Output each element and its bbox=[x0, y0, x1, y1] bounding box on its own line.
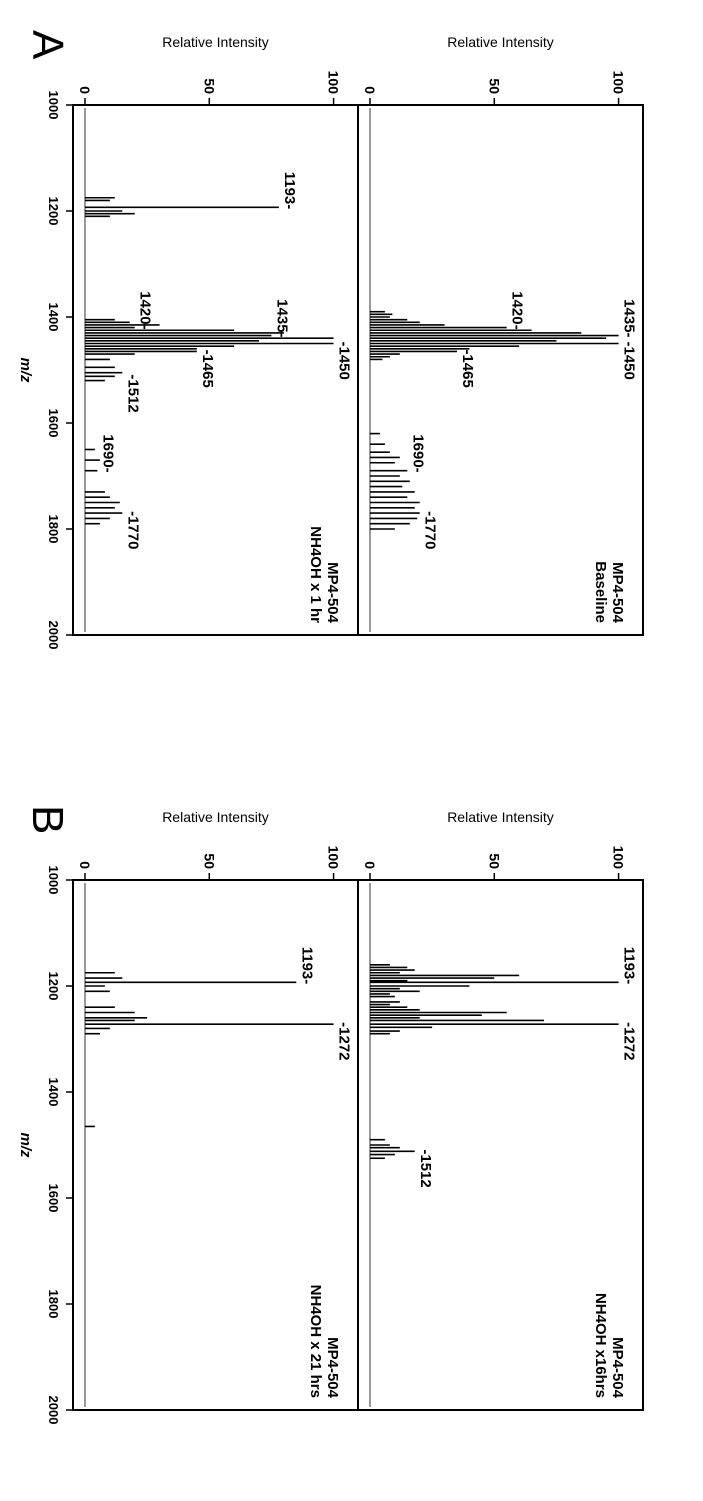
peak-annotation: -1272 bbox=[621, 1022, 638, 1060]
legend-line: MP4-504 bbox=[324, 562, 341, 624]
legend-line: MP4-504 bbox=[324, 1337, 341, 1399]
peak-annotation: -1450 bbox=[336, 342, 353, 380]
y-tick-label: 100 bbox=[611, 846, 627, 870]
x-tick-label: 1400 bbox=[46, 1078, 61, 1107]
y-tick-label: 100 bbox=[326, 846, 342, 870]
peak-annotation: -1770 bbox=[124, 511, 141, 549]
y-tick-label: 0 bbox=[77, 86, 93, 94]
x-tick-label: 2000 bbox=[46, 1396, 61, 1425]
y-axis-label: Relative Intensity bbox=[162, 34, 269, 50]
x-tick-label: 1000 bbox=[46, 866, 61, 895]
peak-annotation: -1465 bbox=[459, 349, 476, 387]
peak-annotation: 1690- bbox=[409, 434, 426, 472]
plot-a-bottom: 0 50 100 Relative Intensity 1000 1200 1400 1600… bbox=[17, 34, 359, 650]
peak-annotation: -1450 bbox=[621, 342, 638, 380]
peak-annotation: 1193- bbox=[621, 947, 638, 985]
x-tick-label: 1600 bbox=[46, 409, 61, 438]
legend-line: NH4OH x 1 hr bbox=[307, 526, 324, 623]
peak-annotation: -1770 bbox=[422, 511, 439, 549]
y-tick-label: 100 bbox=[326, 71, 342, 95]
peak-annotation: 1193- bbox=[298, 947, 315, 985]
panel-letter-a: A bbox=[23, 30, 72, 60]
peak-annotation: -1465 bbox=[199, 349, 216, 387]
y-axis-label: Relative Intensity bbox=[447, 809, 554, 825]
peak-annotation: 1193- bbox=[281, 172, 298, 210]
plot-frame bbox=[72, 104, 359, 636]
plot-b-bottom: 0 50 100 Relative Intensity 1000 1200 1400 1600… bbox=[17, 809, 359, 1425]
x-axis-label: m/z bbox=[17, 357, 34, 383]
y-tick-label: 50 bbox=[486, 78, 502, 94]
x-tick-label: 1800 bbox=[46, 515, 61, 544]
y-axis-label: Relative Intensity bbox=[162, 809, 269, 825]
x-tick-label: 1200 bbox=[46, 197, 61, 226]
y-tick-label: 100 bbox=[611, 71, 627, 95]
plot-frame bbox=[357, 104, 644, 636]
peak-annotation: -1512 bbox=[417, 1149, 434, 1187]
peak-annotation: 1435- bbox=[621, 299, 638, 337]
x-axis-label: m/z bbox=[17, 1132, 34, 1158]
legend-line: Baseline bbox=[592, 561, 609, 623]
legend-line: MP4-504 bbox=[609, 1337, 626, 1399]
peak-annotation: -1512 bbox=[124, 374, 141, 412]
y-tick-label: 50 bbox=[201, 853, 217, 869]
legend-line: NH4OH x16hrs bbox=[592, 1293, 609, 1398]
x-tick-label: 2000 bbox=[46, 621, 61, 650]
peak-annotation: 1420- bbox=[509, 291, 526, 329]
x-tick-label: 1800 bbox=[46, 1290, 61, 1319]
y-axis-label: Relative Intensity bbox=[447, 34, 554, 50]
y-tick-label: 0 bbox=[77, 861, 93, 869]
legend-line: NH4OH x 21 hrs bbox=[307, 1285, 324, 1398]
y-tick-label: 0 bbox=[362, 861, 378, 869]
x-tick-label: 1200 bbox=[46, 972, 61, 1001]
plot-frame bbox=[72, 879, 359, 1411]
legend-line: MP4-504 bbox=[609, 562, 626, 624]
y-tick-label: 50 bbox=[486, 853, 502, 869]
x-tick-label: 1400 bbox=[46, 303, 61, 332]
y-tick-label: 50 bbox=[201, 78, 217, 94]
peak-annotation: 1690- bbox=[99, 434, 116, 472]
x-tick-label: 1600 bbox=[46, 1184, 61, 1213]
peak-annotation: 1435- bbox=[273, 299, 290, 337]
x-tick-label: 1000 bbox=[46, 91, 61, 120]
y-tick-label: 0 bbox=[362, 86, 378, 94]
peak-annotation: 1420- bbox=[137, 291, 154, 329]
peak-annotation: -1272 bbox=[336, 1022, 353, 1060]
panel-letter-b: B bbox=[23, 805, 72, 834]
